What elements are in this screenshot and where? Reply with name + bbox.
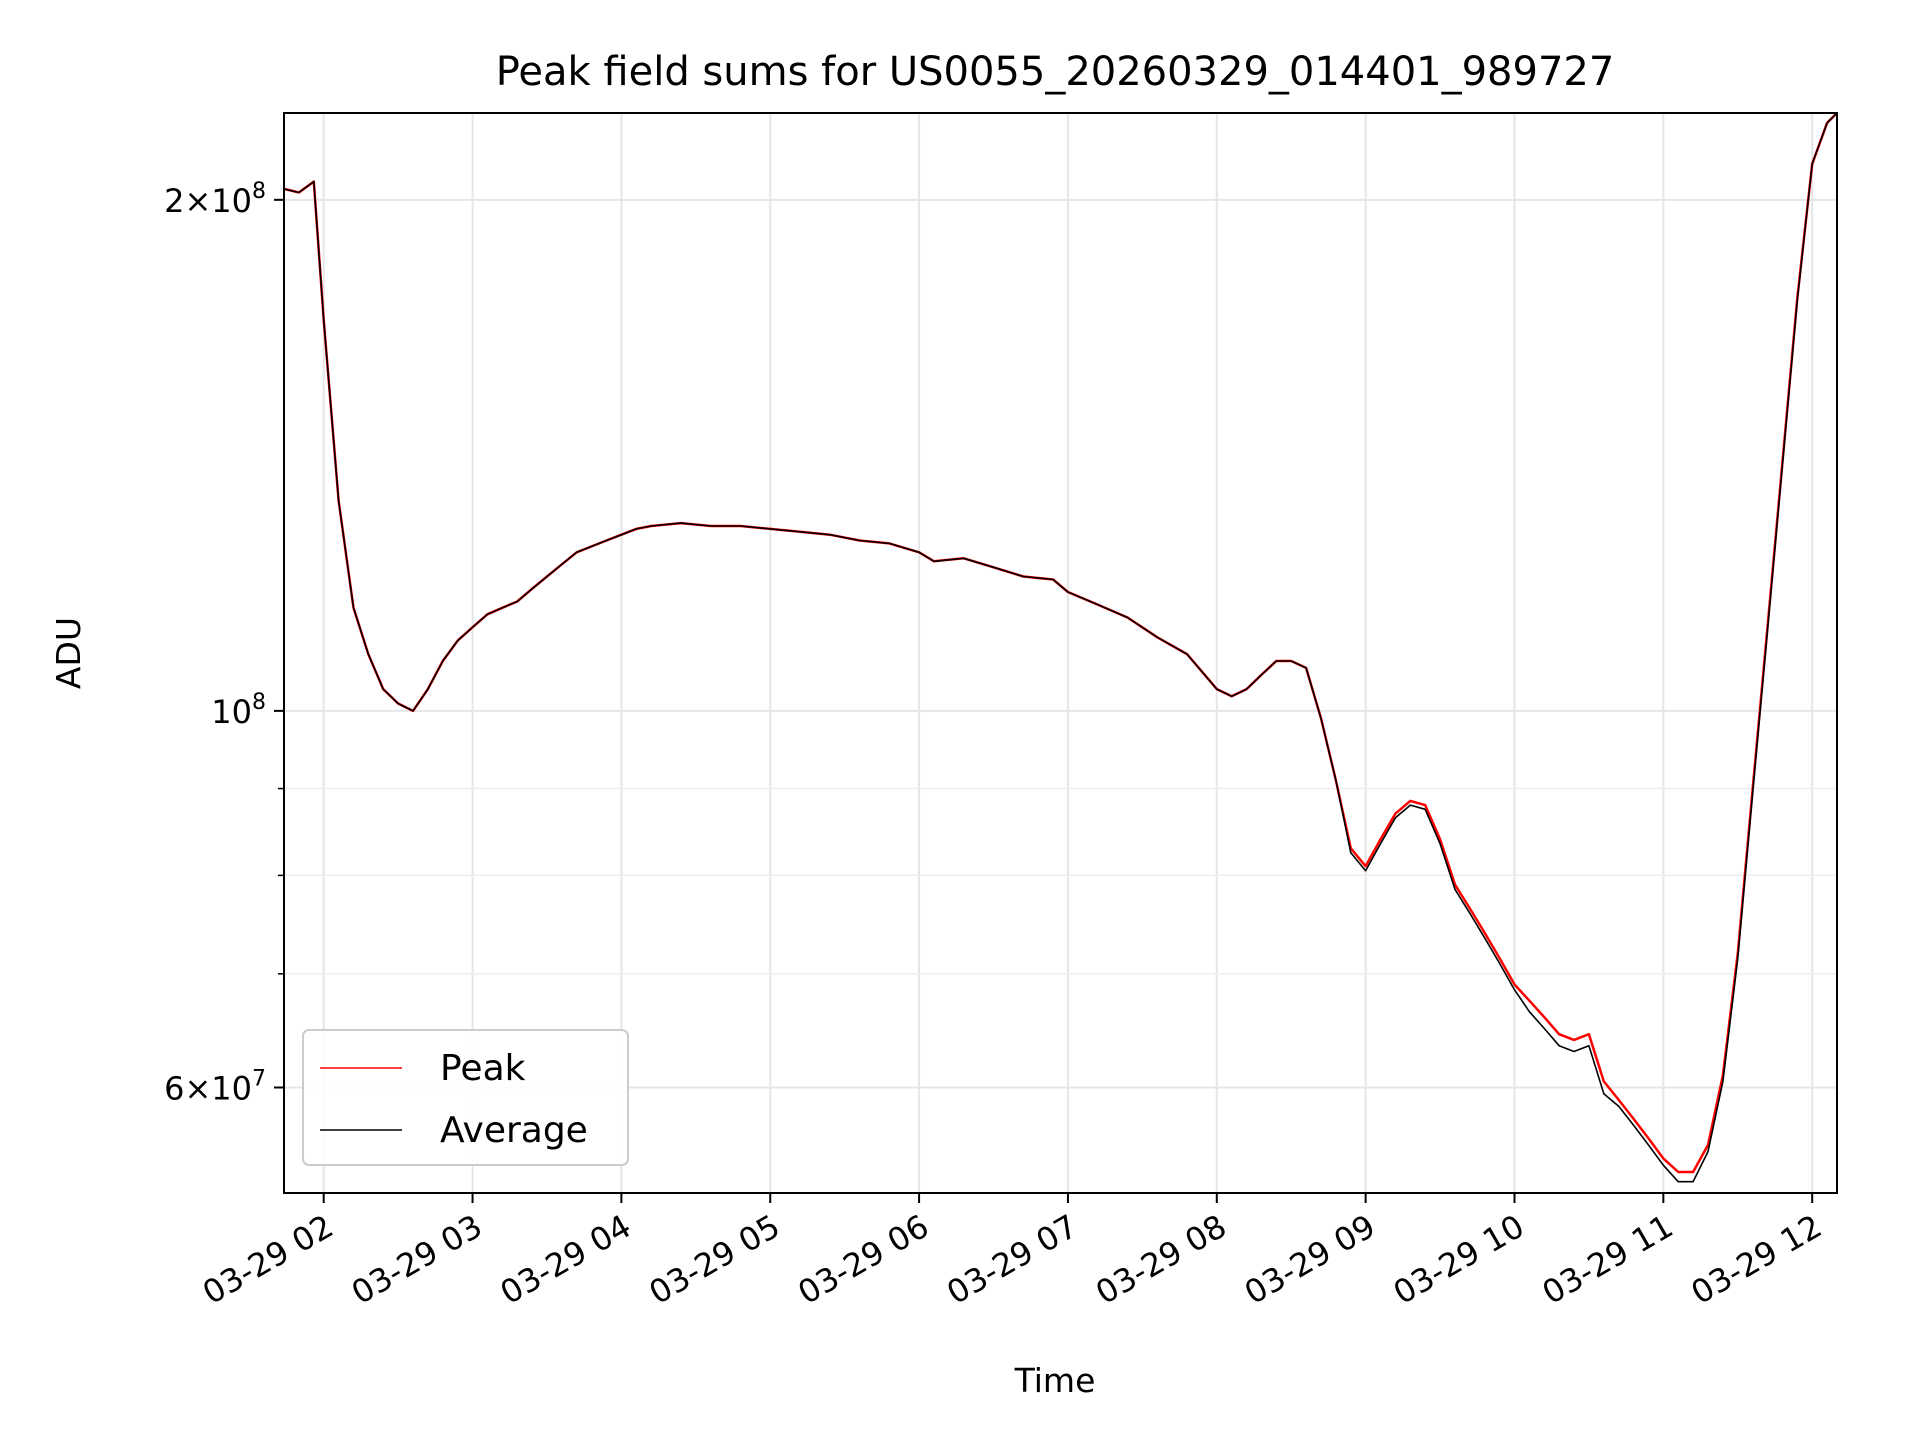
legend-average-label: Average [440, 1110, 588, 1151]
y-tick-base: 10 [211, 693, 252, 731]
legend-box [302, 1029, 629, 1166]
y-tick-exponent: 8 [252, 179, 266, 204]
y-tick-label: 2×108 [164, 179, 266, 220]
y-tick-times: × [184, 182, 211, 220]
y-tick-exponent: 8 [252, 690, 266, 715]
plot-frame [283, 112, 1838, 1194]
y-tick-base: 10 [211, 182, 252, 220]
legend-peak-label: Peak [440, 1048, 526, 1089]
chart-title: Peak field sums for US0055_20260329_0144… [496, 49, 1615, 95]
y-tick-mantissa: 2 [164, 182, 184, 220]
x-axis-label: Time [1014, 1361, 1096, 1400]
series-line-average [284, 113, 1837, 1183]
legend: Peak Average [302, 1029, 629, 1166]
y-tick-base: 10 [211, 1069, 252, 1107]
y-tick-label: 6×107 [164, 1066, 266, 1107]
y-tick-exponent: 7 [252, 1066, 266, 1091]
series-lines [284, 113, 1837, 1183]
y-tick-times: × [184, 1069, 211, 1107]
grid [284, 113, 1837, 1193]
y-tick-mantissa: 6 [164, 1069, 184, 1107]
y-axis-label: ADU [49, 617, 88, 689]
y-tick-label: 108 [211, 690, 266, 731]
